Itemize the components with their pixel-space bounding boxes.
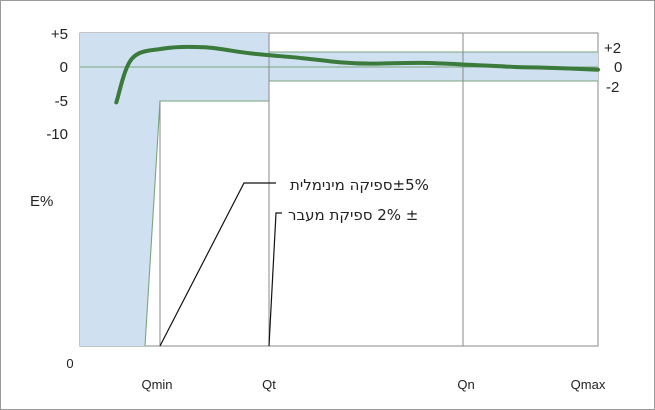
x-tick-label-qmin: Qmin: [141, 377, 172, 392]
x-tick-label-qmax: Qmax: [571, 377, 606, 392]
x-tick-label-qt: Qt: [262, 377, 276, 392]
y-left-tick-label-4: -10: [46, 126, 68, 143]
y-axis-label: E%: [30, 193, 53, 210]
origin-label: 0: [66, 356, 73, 371]
series-line-error-curve: [114, 44, 600, 105]
y-right-tick-label-3: -2: [606, 79, 619, 96]
annotation-transition-flow: ± 2% ספיקת מעבר: [288, 206, 418, 224]
y-right-tick-label-2: 0: [614, 59, 622, 76]
annotation-leader-min-flow: [159, 182, 276, 347]
vertical-dividers: [159, 33, 464, 346]
y-left-tick-label-1: +5: [51, 26, 68, 43]
tolerance-band-5: [80, 33, 269, 346]
y-left-tick-label-2: 0: [60, 59, 68, 76]
y-left-tick-label-3: -5: [55, 93, 68, 110]
x-tick-label-qn: Qn: [457, 377, 474, 392]
annotation-min-flow: ±5%ספיקה מינימלית: [290, 176, 429, 194]
y-right-tick-label-1: +2: [604, 40, 621, 57]
annotation-leader-transition-flow: [268, 212, 282, 347]
